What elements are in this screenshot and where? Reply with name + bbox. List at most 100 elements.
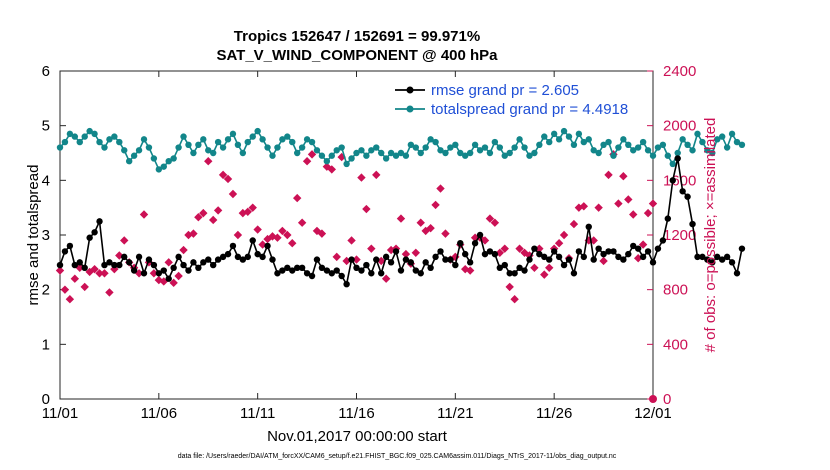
totalspread-point [694, 130, 701, 138]
rmse-point [71, 261, 79, 269]
obs-count-point [90, 264, 99, 274]
totalspread-point [165, 158, 172, 165]
rmse-point [580, 253, 588, 261]
rmse-point [279, 267, 286, 274]
rmse-point [160, 267, 167, 274]
rmse-point [694, 253, 701, 261]
totalspread-point [457, 149, 464, 157]
rmse-point [560, 261, 568, 269]
rmse-point [466, 259, 474, 266]
totalspread-point [121, 147, 128, 154]
rmse-point [200, 259, 207, 266]
obs-count-point [401, 249, 411, 259]
totalspread-point [145, 144, 153, 151]
totalspread-point [486, 149, 494, 157]
totalspread-point [86, 127, 93, 135]
y-tick-label: 2 [42, 282, 50, 299]
totalspread-point [101, 144, 108, 151]
rmse-point [224, 250, 232, 258]
obs-count-point [218, 170, 228, 180]
totalspread-point [462, 152, 469, 159]
totalspread-point [733, 138, 741, 146]
totalspread-point [294, 149, 301, 157]
rmse-point [145, 256, 153, 263]
x-tick-label: 11/21 [437, 405, 473, 422]
rmse-point [121, 253, 128, 261]
totalspread-point [353, 149, 360, 157]
totalspread-point [254, 127, 261, 135]
totalspread-point [279, 136, 286, 143]
plot-area: 11/01 11/06 11/11 11/16 11/21 11/26 12/01 0 1 2 3… [42, 63, 746, 422]
totalspread-series [56, 127, 746, 173]
totalspread-point [111, 133, 118, 140]
rmse-point [190, 259, 197, 266]
totalspread-point [600, 141, 607, 148]
x-tick-label: 11/11 [240, 405, 275, 422]
rmse-point [526, 256, 533, 263]
rmse-point [294, 264, 301, 271]
totalspread-point [313, 147, 321, 154]
rmse-point [175, 253, 182, 261]
totalspread-point [714, 136, 721, 143]
totalspread-point [343, 160, 350, 168]
totalspread-point [229, 130, 237, 138]
rmse-point [521, 267, 528, 274]
obs-count-point [139, 210, 149, 219]
rmse-point [180, 261, 187, 269]
rmse-point [699, 253, 706, 261]
rmse-point [111, 261, 118, 269]
rmse-point [338, 272, 345, 280]
rmse-point [358, 267, 365, 274]
rmse-point [585, 223, 592, 230]
obs-count-point [204, 157, 213, 166]
totalspread-point [590, 147, 597, 154]
totalspread-point [605, 138, 612, 146]
rmse-point [437, 248, 444, 255]
legend-spread-marker [406, 105, 414, 113]
rmse-point [570, 270, 578, 277]
totalspread-point [610, 152, 617, 159]
rmse-point [550, 248, 558, 255]
totalspread-point [249, 133, 256, 140]
totalspread-point [91, 130, 98, 138]
totalspread-point [373, 144, 380, 151]
totalspread-point [180, 133, 187, 140]
rmse-point [679, 188, 686, 195]
totalspread-point [526, 152, 533, 159]
rmse-point [269, 256, 276, 263]
rmse-point [76, 259, 83, 266]
rmse-point [96, 218, 103, 225]
y2-tick-label: 400 [663, 336, 688, 353]
obs-count-point [55, 266, 65, 275]
obs-count-point [619, 172, 628, 181]
totalspread-point [308, 138, 316, 146]
totalspread-point [481, 144, 489, 151]
totalspread-point [392, 152, 400, 159]
totalspread-point [76, 138, 83, 146]
rmse-point [313, 256, 321, 263]
rmse-point [205, 256, 212, 263]
rmse-point [387, 259, 395, 266]
rmse-point [674, 155, 681, 162]
totalspread-point [214, 138, 222, 146]
rmse-point [620, 256, 627, 263]
rmse-point [462, 250, 469, 258]
legend-rmse-label: rmse grand pr = 2.605 [431, 82, 579, 99]
totalspread-point [422, 144, 429, 151]
obs-count-point [95, 269, 104, 278]
rmse-point [66, 242, 74, 250]
totalspread-point [738, 141, 746, 148]
totalspread-point [728, 130, 736, 138]
totalspread-point [150, 155, 158, 162]
rmse-point [239, 256, 247, 263]
rmse-point [373, 256, 380, 263]
totalspread-point [625, 141, 632, 148]
rmse-point [714, 253, 721, 261]
x-tick-label: 11/16 [338, 405, 374, 422]
totalspread-point [704, 147, 711, 154]
obs-count-point [248, 203, 257, 212]
totalspread-point [239, 149, 247, 157]
totalspread-point [338, 144, 345, 151]
rmse-point [447, 256, 454, 263]
obs-count-point [396, 214, 406, 223]
